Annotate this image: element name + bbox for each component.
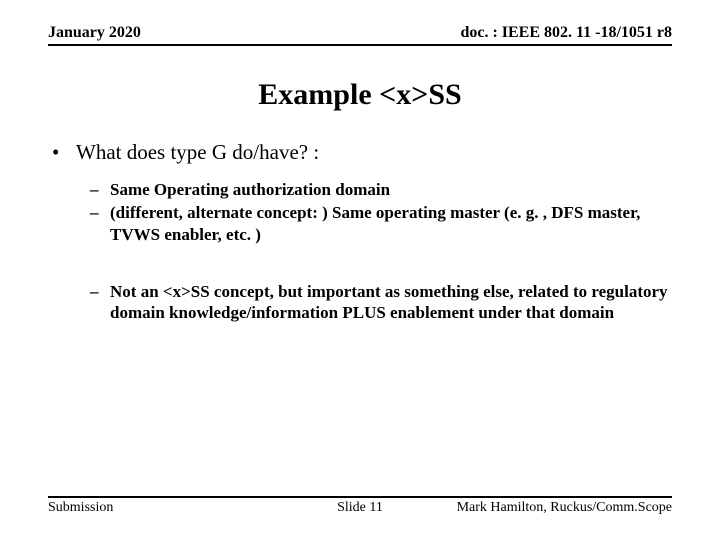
bullet-text: (different, alternate concept: ) Same op… <box>110 202 672 245</box>
bullet-level1: • What does type G do/have? : <box>48 140 672 165</box>
bullet-text: Not an <x>SS concept, but important as s… <box>110 281 672 324</box>
dash-marker: – <box>90 281 110 324</box>
header-date: January 2020 <box>48 24 141 42</box>
bullet-level2: – Same Operating authorization domain <box>90 179 672 200</box>
footer-author: Mark Hamilton, Ruckus/Comm.Scope <box>457 500 672 516</box>
footer-slide-number: Slide 11 <box>337 500 383 516</box>
header-bar: January 2020 doc. : IEEE 802. 11 -18/105… <box>48 24 672 46</box>
footer-left: Submission <box>48 500 113 516</box>
slide-content: • What does type G do/have? : – Same Ope… <box>48 140 672 325</box>
bullet-level2: – Not an <x>SS concept, but important as… <box>90 281 672 324</box>
footer-bar: Submission Slide 11 Mark Hamilton, Rucku… <box>48 496 672 516</box>
dash-marker: – <box>90 202 110 245</box>
slide-title: Example <x>SS <box>0 78 720 112</box>
bullet-level2: – (different, alternate concept: ) Same … <box>90 202 672 245</box>
spacer <box>48 247 672 281</box>
header-docref: doc. : IEEE 802. 11 -18/1051 r8 <box>460 24 672 42</box>
bullet-text: What does type G do/have? : <box>76 140 319 165</box>
dash-marker: – <box>90 179 110 200</box>
bullet-text: Same Operating authorization domain <box>110 179 390 200</box>
bullet-marker: • <box>48 140 76 165</box>
